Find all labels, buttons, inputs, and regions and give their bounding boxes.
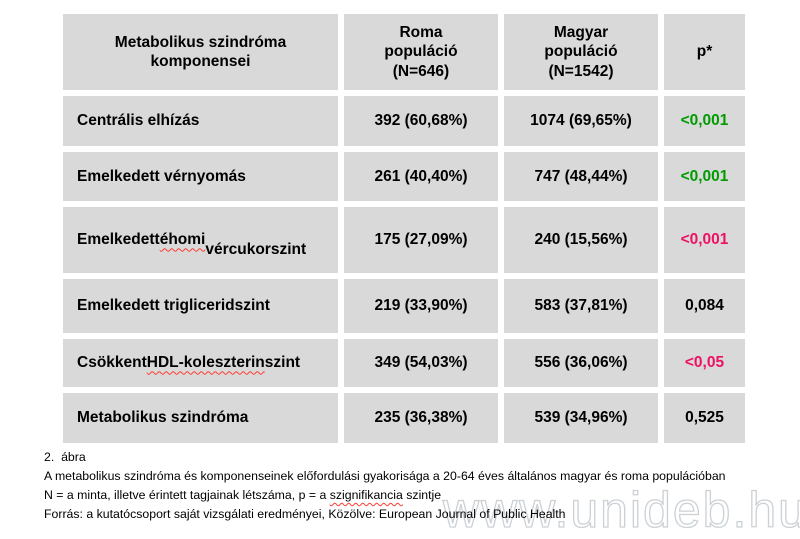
cell-roma-value: 219 (33,90%) [344, 279, 498, 333]
label-text: Centrális elhízás [77, 112, 200, 130]
header-magyar-population: Magyar populáció (N=1542) [504, 14, 658, 90]
cell-p-value: 0,525 [664, 393, 745, 443]
figure-caption: 2. ábra A metabolikus szindróma és kompo… [44, 448, 726, 524]
cell-magyar-value: 1074 (69,65%) [504, 96, 658, 146]
caption-source: Forrás: a kutatócsoport saját vizsgálati… [44, 507, 566, 521]
cell-magyar-value: 747 (48,44%) [504, 152, 658, 201]
caption-note: N = a minta, illetve érintett tagjainak … [44, 486, 726, 505]
cell-roma-value: 261 (40,40%) [344, 152, 498, 201]
unideb-watermark: www.unideb.hu [442, 481, 800, 538]
label-text: Emelkedett [77, 231, 160, 249]
cell-p-value: <0,001 [664, 96, 745, 146]
cell-roma-value: 349 (54,03%) [344, 339, 498, 387]
misspelled-word: szignifikancia [329, 488, 403, 502]
cell-p-value: <0,001 [664, 207, 745, 273]
row-label-metabolikus-szindroma: Metabolikus szindróma [63, 393, 338, 443]
row-label-centralis-elhizas: Centrális elhízás [63, 96, 338, 146]
row-label-emelkedett-vernyomas: Emelkedett vérnyomás [63, 152, 338, 201]
cell-roma-value: 392 (60,68%) [344, 96, 498, 146]
prevalence-table: Metabolikus szindróma komponensei Roma p… [63, 14, 745, 443]
header-roma-population: Roma populáció (N=646) [344, 14, 498, 90]
cell-roma-value: 175 (27,09%) [344, 207, 498, 273]
cell-roma-value: 235 (36,38%) [344, 393, 498, 443]
label-text: szint [264, 354, 301, 372]
figure-number: 2. ábra [44, 450, 86, 464]
cell-magyar-value: 583 (37,81%) [504, 279, 658, 333]
cell-magyar-value: 539 (34,96%) [504, 393, 658, 443]
cell-p-value: 0,084 [664, 279, 745, 333]
header-components: Metabolikus szindróma komponensei [63, 14, 338, 90]
row-label-csokkent-hdl-koleszterin: Csökkent HDL-koleszterin szint [63, 339, 338, 387]
cell-p-value: <0,001 [664, 152, 745, 201]
label-text: Emelkedett trigliceridszint [77, 297, 270, 315]
note-text: N = a minta, illetve érintett tagjainak … [44, 488, 330, 502]
row-label-emelkedett-trigliceridszint: Emelkedett trigliceridszint [63, 279, 338, 333]
note-text: szintje [402, 488, 442, 502]
label-text: Emelkedett vérnyomás [77, 167, 246, 185]
cell-magyar-value: 240 (15,56%) [504, 207, 658, 273]
misspelled-word: éhomi [159, 231, 206, 249]
cell-magyar-value: 556 (36,06%) [504, 339, 658, 387]
row-label-emelkedett-ehomi-vercukorszint: Emelkedett éhomi vércukorszint [63, 207, 338, 273]
misspelled-word: HDL-koleszterin [146, 354, 265, 372]
label-text: Csökkent [77, 354, 147, 372]
label-text: vércukorszint [205, 241, 307, 258]
label-text: Metabolikus szindróma [77, 409, 249, 427]
cell-p-value: <0,05 [664, 339, 745, 387]
header-p-value: p* [664, 14, 745, 90]
caption-title: A metabolikus szindróma és komponenseine… [44, 469, 726, 483]
